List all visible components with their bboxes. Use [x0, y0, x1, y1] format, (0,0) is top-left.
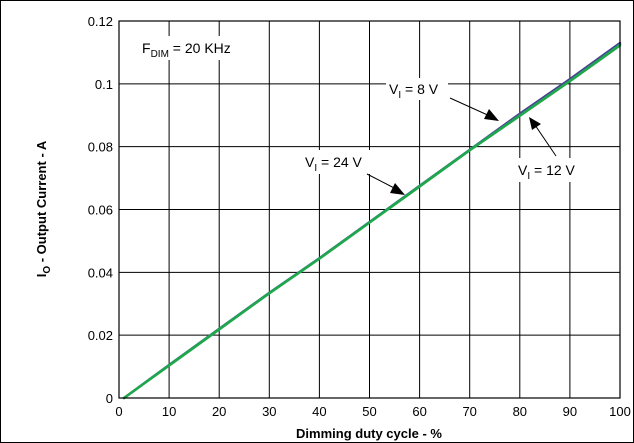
- x-tick-label: 90: [563, 404, 577, 419]
- y-tick-label: 0.06: [88, 203, 113, 218]
- v24-label: VI = 24 V: [305, 154, 363, 174]
- series-layer: [122, 41, 622, 400]
- series-line-3: [122, 44, 622, 400]
- x-tick-label: 20: [212, 404, 226, 419]
- x-tick-label: 40: [312, 404, 326, 419]
- fdim-label-bg: [138, 36, 256, 60]
- x-tick-label: 0: [115, 404, 122, 419]
- x-ticks: 0 10 20 30 40 50 60 70 80 90 100: [115, 404, 630, 419]
- v8-arrow-line: [449, 97, 493, 118]
- v8-label-bg: [386, 78, 448, 100]
- x-tick-label: 80: [513, 404, 527, 419]
- v8-arrowhead: [484, 109, 499, 121]
- y-axis-title: IO - Output Current - A: [34, 140, 53, 277]
- x-tick-label: 70: [462, 404, 476, 419]
- y-tick-label: 0.12: [88, 14, 113, 29]
- v8-label: VI = 8 V: [389, 81, 439, 101]
- v12-arrow-line: [534, 124, 557, 157]
- x-tick-label: 60: [412, 404, 426, 419]
- y-tick-label: 0.02: [88, 328, 113, 343]
- plot-area-border: [118, 20, 621, 399]
- y-ticks: 0 0.02 0.04 0.06 0.08 0.1 0.12: [88, 14, 113, 406]
- x-tick-label: 30: [262, 404, 276, 419]
- y-tick-label: 0.1: [95, 77, 113, 92]
- y-tick-label: 0.04: [88, 265, 113, 280]
- v24-label-bg: [302, 150, 374, 174]
- y-tick-label: 0: [106, 391, 113, 406]
- v12-label: VI = 12 V: [518, 162, 576, 182]
- v24-arrowhead: [390, 183, 405, 195]
- x-tick-label: 50: [362, 404, 376, 419]
- v12-arrowhead: [529, 117, 541, 130]
- x-axis-title: Dimming duty cycle - %: [296, 426, 442, 441]
- v12-label-bg: [514, 158, 586, 182]
- x-tick-label: 10: [162, 404, 176, 419]
- fdim-label: FDIM = 20 KHz: [142, 40, 231, 60]
- y-tick-label: 0.08: [88, 140, 113, 155]
- x-tick-label: 100: [609, 404, 631, 419]
